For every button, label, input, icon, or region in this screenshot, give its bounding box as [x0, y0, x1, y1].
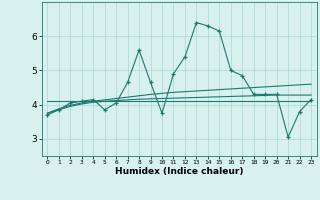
- X-axis label: Humidex (Indice chaleur): Humidex (Indice chaleur): [115, 167, 244, 176]
